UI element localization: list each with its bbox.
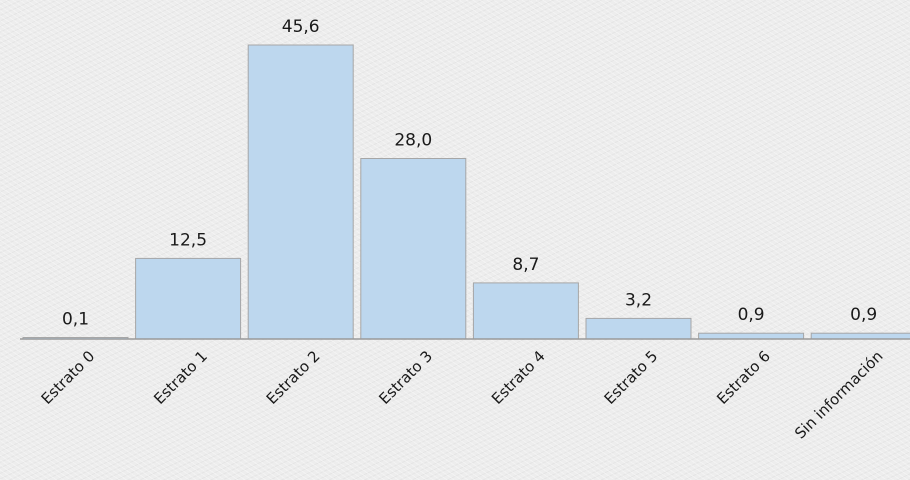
bar-3	[360, 158, 467, 340]
category-label-5: Estrato 5	[601, 347, 662, 408]
bar-5	[585, 317, 692, 340]
data-label-3: 28,0	[394, 131, 432, 151]
category-label-0: Estrato 0	[38, 347, 99, 408]
category-labels-group: Estrato 0 Estrato 1 Estrato 2 Estrato 3 Estr…	[38, 347, 887, 442]
category-label-2: Estrato 2	[263, 347, 324, 408]
data-label-4: 8,7	[512, 255, 539, 275]
category-label-3: Estrato 3	[375, 347, 436, 408]
bar-2	[247, 44, 354, 340]
data-label-6: 0,9	[738, 305, 765, 325]
data-label-0: 0,1	[62, 310, 89, 330]
bar-4	[472, 282, 579, 340]
data-label-5: 3,2	[625, 290, 652, 310]
data-label-7: 0,9	[850, 305, 877, 325]
bar-6	[698, 332, 805, 340]
data-label-1: 12,5	[169, 230, 207, 250]
bar-7	[810, 332, 910, 340]
data-labels-group: 0,1 12,5 45,6 28,0 8,7 3,2 0,9 0,9	[62, 17, 877, 330]
category-label-1: Estrato 1	[150, 347, 211, 408]
category-label-6: Estrato 6	[713, 347, 774, 408]
data-label-2: 45,6	[282, 17, 320, 37]
bar-1	[135, 257, 242, 340]
category-label-4: Estrato 4	[488, 347, 549, 408]
category-label-7: Sin información	[791, 347, 886, 442]
bars-group	[22, 44, 910, 340]
